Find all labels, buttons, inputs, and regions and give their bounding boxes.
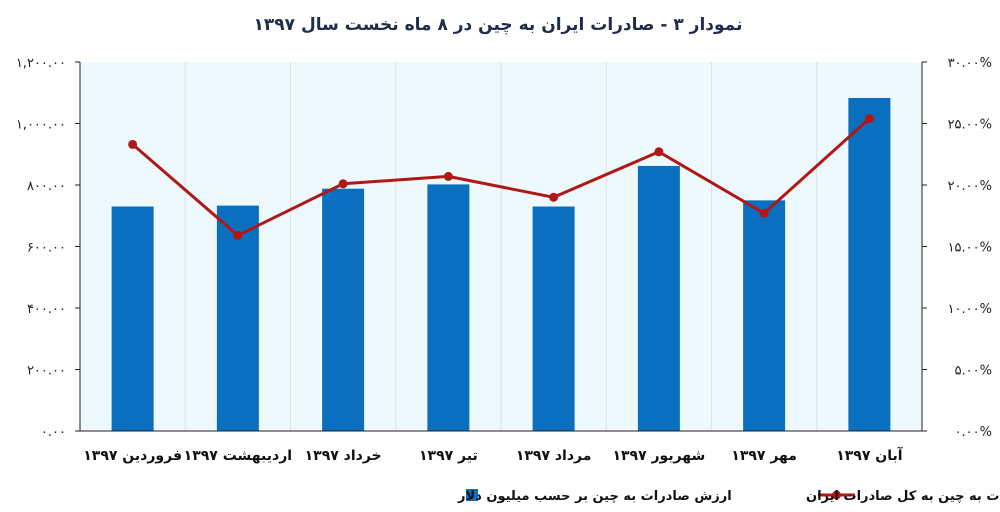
bar — [216, 205, 259, 431]
line-point — [654, 147, 664, 157]
left-tick-label: ۱,۰۰۰.۰۰ — [16, 118, 66, 133]
left-tick-label: ۴۰۰.۰۰ — [27, 302, 66, 317]
line-point — [128, 139, 138, 149]
category-label: آبان ۱۳۹۷ — [836, 446, 904, 464]
bar — [637, 165, 680, 431]
category-label: مهر ۱۳۹۷ — [731, 448, 797, 464]
right-tick-label: ۱۵.۰۰% — [948, 241, 992, 256]
category-label: اردیبهشت ۱۳۹۷ — [184, 448, 292, 464]
category-label: فروردین ۱۳۹۷ — [83, 448, 182, 464]
legend-label-line: نسبت صادرات به چین به کل صادرات ایران — [806, 489, 1000, 504]
right-tick-label: ۱۰.۰۰% — [948, 302, 992, 317]
legend-item-line: نسبت صادرات به چین به کل صادرات ایران — [806, 489, 1000, 504]
bar — [743, 200, 786, 431]
category-label: مرداد ۱۳۹۷ — [516, 448, 592, 464]
bar — [322, 188, 365, 431]
line-point — [233, 230, 243, 240]
line-series — [128, 114, 874, 240]
line-point — [443, 171, 453, 181]
left-tick-label: ۸۰۰.۰۰ — [27, 179, 66, 194]
gridlines — [184, 62, 818, 431]
series-line — [131, 117, 871, 237]
legend: نسبت صادرات به چین به کل صادرات ایران ار… — [457, 489, 1000, 504]
legend-bar-swatch — [466, 489, 478, 501]
line-point — [338, 179, 348, 189]
right-tick-label: ۲۵.۰۰% — [948, 118, 992, 133]
bar — [532, 206, 575, 431]
legend-item-bar: ارزش صادرات به چین بر حسب میلیون دلار — [457, 489, 732, 504]
legend-line-marker — [832, 490, 841, 500]
right-tick-label: ۲۰.۰۰% — [948, 179, 992, 194]
line-point — [549, 192, 559, 202]
legend-label-bar: ارزش صادرات به چین بر حسب میلیون دلار — [457, 489, 732, 504]
right-y-axis: ۰.۰۰% ۵.۰۰% ۱۰.۰۰% ۱۵.۰۰% ۲۰.۰۰% ۲۵.۰۰% ۳۰.۰۰% — [921, 56, 992, 440]
bar-series — [111, 97, 891, 431]
left-tick-label: ۱,۲۰۰.۰۰ — [16, 56, 66, 71]
left-y-axis: ۰.۰۰ ۲۰۰.۰۰ ۴۰۰.۰۰ ۶۰۰.۰۰ ۸۰۰.۰۰ ۱,۰۰۰.۰۰ ۱,۲۰… — [16, 56, 81, 440]
category-label: تیر ۱۳۹۷ — [419, 448, 478, 464]
left-tick-label: ۰.۰۰ — [41, 425, 66, 440]
category-axis: فروردین ۱۳۹۷ اردیبهشت ۱۳۹۷ خرداد ۱۳۹۷ تیر ۱… — [80, 430, 922, 464]
bar — [427, 184, 470, 431]
bar — [848, 97, 891, 431]
chart-title: نمودار ۳ - صادرات ایران به چین در ۸ ماه … — [254, 15, 743, 35]
left-tick-label: ۶۰۰.۰۰ — [27, 241, 66, 256]
line-point — [864, 114, 874, 124]
category-label: خرداد ۱۳۹۷ — [305, 448, 382, 464]
right-tick-label: ۰.۰۰% — [955, 425, 992, 440]
right-tick-label: ۵.۰۰% — [955, 364, 992, 379]
category-label: شهریور ۱۳۹۷ — [612, 448, 705, 464]
left-tick-label: ۲۰۰.۰۰ — [27, 364, 66, 379]
line-point — [759, 208, 769, 218]
right-tick-label: ۳۰.۰۰% — [948, 56, 992, 71]
bar — [111, 206, 154, 431]
